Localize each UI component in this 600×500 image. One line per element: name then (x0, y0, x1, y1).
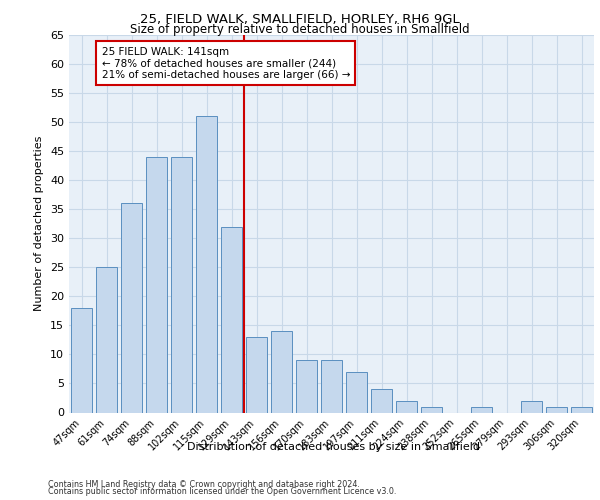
Bar (96, 268, 117, 412)
Text: Size of property relative to detached houses in Smallfield: Size of property relative to detached ho… (130, 22, 470, 36)
Bar (521, 401, 542, 412)
Bar (221, 226, 242, 412)
Bar (396, 401, 417, 412)
Bar (296, 360, 317, 412)
Bar (146, 157, 167, 412)
Bar (346, 372, 367, 412)
Bar (246, 337, 267, 412)
Bar (421, 406, 442, 412)
Text: 25 FIELD WALK: 141sqm
← 78% of detached houses are smaller (244)
21% of semi-det: 25 FIELD WALK: 141sqm ← 78% of detached … (101, 46, 350, 80)
Bar (271, 331, 292, 412)
Bar (196, 116, 217, 412)
Bar (471, 406, 492, 412)
Bar (71, 308, 92, 412)
Bar (171, 157, 192, 412)
Bar (371, 390, 392, 412)
Bar (546, 406, 567, 412)
Text: 25, FIELD WALK, SMALLFIELD, HORLEY, RH6 9GL: 25, FIELD WALK, SMALLFIELD, HORLEY, RH6 … (140, 12, 460, 26)
Bar (571, 406, 592, 412)
Text: Contains public sector information licensed under the Open Government Licence v3: Contains public sector information licen… (48, 487, 397, 496)
Bar (321, 360, 342, 412)
Text: Contains HM Land Registry data © Crown copyright and database right 2024.: Contains HM Land Registry data © Crown c… (48, 480, 360, 489)
Y-axis label: Number of detached properties: Number of detached properties (34, 136, 44, 312)
Bar (121, 204, 142, 412)
Text: Distribution of detached houses by size in Smallfield: Distribution of detached houses by size … (187, 442, 479, 452)
